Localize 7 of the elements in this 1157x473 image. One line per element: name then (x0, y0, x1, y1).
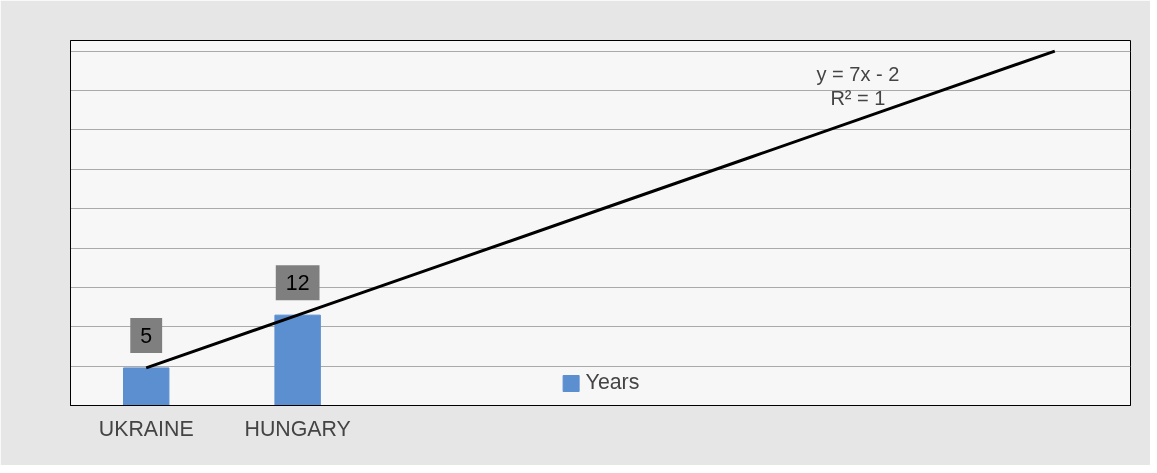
x-tick-label: HUNGARY (244, 416, 351, 441)
text: 5 (140, 323, 153, 348)
text: 12 (285, 271, 310, 296)
x-tick-label: UKRAINE (98, 416, 194, 441)
annotation: y = 7x - 2 (816, 62, 900, 85)
legend-label: Years (585, 370, 640, 395)
annotation: R² = 1 (830, 86, 886, 109)
